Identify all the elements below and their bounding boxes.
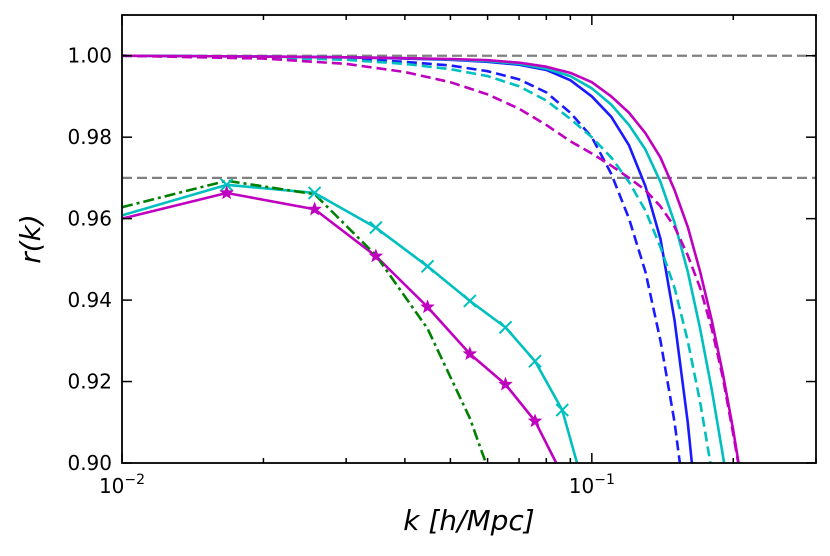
reference-lines <box>122 54 816 180</box>
series-group <box>122 54 740 463</box>
star-marker <box>498 376 513 391</box>
star-marker <box>368 248 384 263</box>
y-tick-label: 1.00 <box>67 44 112 68</box>
y-tick-label: 0.94 <box>67 288 112 312</box>
x-marker <box>420 259 435 273</box>
x-marker <box>463 294 477 308</box>
series-line-6 <box>122 183 579 463</box>
star-marker <box>219 185 234 200</box>
x-marker <box>369 220 383 235</box>
x-tick-label: 10−1 <box>569 472 615 498</box>
x-marker <box>555 403 569 417</box>
y-tick-label: 0.92 <box>67 370 112 394</box>
series-line-2 <box>122 54 726 463</box>
y-tick-label: 0.90 <box>67 451 112 475</box>
star-marker <box>527 413 543 428</box>
marker-group <box>219 178 569 428</box>
series-line-7 <box>122 191 558 463</box>
star-marker <box>462 346 478 361</box>
x-marker <box>219 178 234 192</box>
tick-labels: 0.90 0.92 0.94 0.96 0.98 1.00 10−2 10−1 <box>67 44 614 498</box>
series-line-3 <box>122 54 712 463</box>
x-marker <box>498 320 513 335</box>
y-tick-label: 0.98 <box>67 125 112 149</box>
y-axis-label: r(k) <box>14 214 47 264</box>
series-line-4 <box>122 54 740 463</box>
series-line-8 <box>122 179 488 463</box>
star-marker <box>420 299 435 314</box>
series-line-1 <box>122 54 682 463</box>
x-tick-label: 10−2 <box>99 472 145 498</box>
star-marker <box>307 201 322 216</box>
series-line-5 <box>122 54 740 463</box>
x-marker <box>307 186 322 200</box>
axis-ticks <box>121 15 817 464</box>
x-marker <box>528 354 542 368</box>
x-axis-label: k [h/Mpc] <box>403 504 534 537</box>
plot-frame <box>121 14 817 464</box>
y-tick-label: 0.96 <box>67 207 112 231</box>
